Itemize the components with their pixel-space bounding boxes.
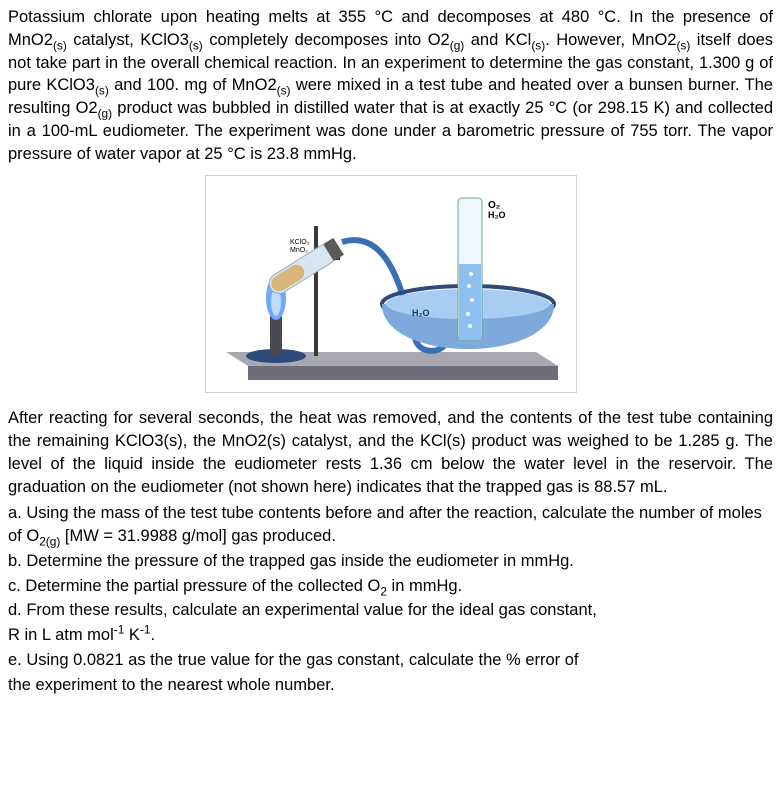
- bubble: [467, 284, 471, 288]
- intro-paragraph: Potassium chlorate upon heating melts at…: [8, 6, 773, 165]
- sup: -1: [114, 623, 125, 637]
- bubble: [468, 324, 472, 328]
- results-paragraph: After reacting for several seconds, the …: [8, 407, 773, 498]
- question-a: a. Using the mass of the test tube conte…: [8, 502, 773, 548]
- sub: (s): [95, 84, 109, 98]
- sub: 2: [380, 584, 387, 598]
- text: and KCl: [464, 31, 531, 49]
- bubble: [469, 272, 473, 276]
- apparatus-figure: O₂ H₂O H₂O KClO₃ MnO₂: [205, 175, 577, 393]
- bubble: [470, 298, 474, 302]
- sub: (s): [53, 38, 67, 52]
- sub: (s): [676, 38, 690, 52]
- text: product was bubbled in distilled water t…: [8, 99, 773, 163]
- question-e-line1: e. Using 0.0821 as the true value for th…: [8, 649, 773, 672]
- burner-body: [270, 316, 282, 356]
- sub: (s): [189, 38, 203, 52]
- sub: (s): [277, 84, 291, 98]
- sub: 2(g): [39, 534, 60, 548]
- text: . However, MnO2: [545, 31, 676, 49]
- question-d-line1: d. From these results, calculate an expe…: [8, 599, 773, 622]
- text: [MW = 31.9988 g/mol] gas produced.: [60, 527, 336, 545]
- text: in mmHg.: [387, 577, 462, 595]
- text: completely decomposes into O2: [203, 31, 450, 49]
- label-mno2: MnO₂: [290, 247, 308, 254]
- bubble: [466, 312, 470, 316]
- base-front: [248, 366, 558, 380]
- sub: (g): [450, 38, 465, 52]
- sup: -1: [140, 623, 151, 637]
- question-e-line2: the experiment to the nearest whole numb…: [8, 674, 773, 697]
- text: K: [124, 626, 140, 644]
- questions-block: a. Using the mass of the test tube conte…: [8, 502, 773, 696]
- sub: (s): [531, 38, 545, 52]
- apparatus-svg: O₂ H₂O H₂O KClO₃ MnO₂: [206, 176, 578, 394]
- text: c. Determine the partial pressure of the…: [8, 577, 380, 595]
- stand-pole: [314, 226, 318, 356]
- label-h2o-top: H₂O: [488, 210, 506, 220]
- text: catalyst, KClO3: [67, 31, 189, 49]
- text: and 100. mg of MnO2: [109, 76, 277, 94]
- sub: (g): [98, 106, 113, 120]
- figure-container: O₂ H₂O H₂O KClO₃ MnO₂: [8, 175, 773, 393]
- question-d-line2: R in L atm mol-1 K-1.: [8, 624, 773, 647]
- text: .: [150, 626, 155, 644]
- text: R in L atm mol: [8, 626, 114, 644]
- label-h2o-tube: H₂O: [412, 308, 430, 318]
- label-kclo3: KClO₃: [290, 239, 310, 246]
- question-c: c. Determine the partial pressure of the…: [8, 575, 773, 598]
- question-b: b. Determine the pressure of the trapped…: [8, 550, 773, 573]
